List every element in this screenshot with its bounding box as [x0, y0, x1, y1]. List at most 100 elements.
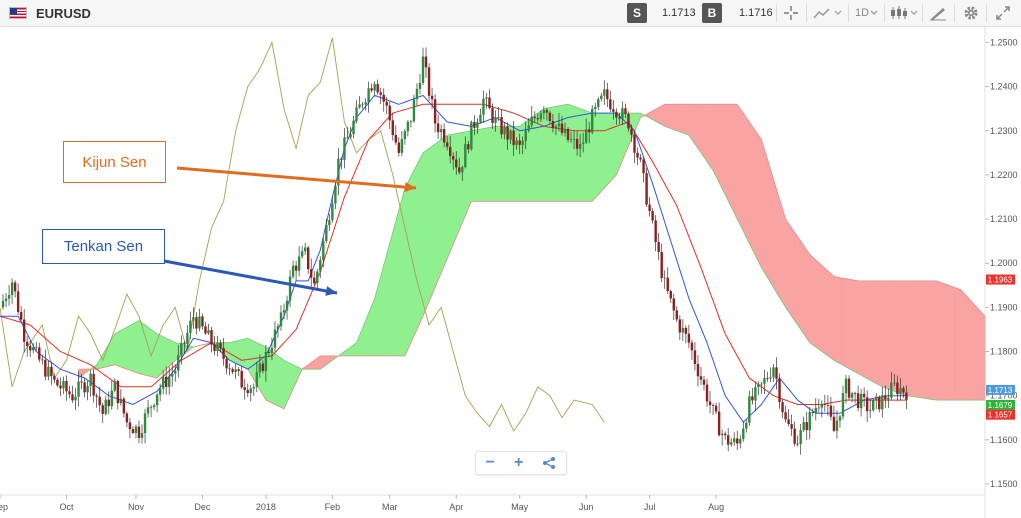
candle: [322, 237, 325, 267]
sell-price[interactable]: 1.1713: [662, 7, 696, 19]
toolbar-divider: [848, 4, 849, 22]
candle-body: [107, 399, 110, 407]
candle: [385, 96, 388, 115]
candle: [7, 285, 11, 306]
candle-body: [16, 291, 20, 313]
candle: [488, 89, 491, 110]
candle: [137, 420, 141, 444]
buy-price[interactable]: 1.1716: [739, 7, 773, 19]
candle: [19, 305, 23, 323]
candle: [503, 121, 506, 140]
candle-body: [306, 247, 310, 270]
draw-icon[interactable]: [926, 0, 950, 26]
chart-type-icon[interactable]: [812, 0, 844, 26]
candle-body: [521, 140, 524, 145]
cloud-segment: [827, 270, 832, 359]
candle: [367, 81, 370, 113]
candle: [705, 378, 709, 407]
candle-body: [799, 430, 802, 445]
share-icon[interactable]: [542, 452, 556, 474]
timeframe-select[interactable]: 1D: [852, 0, 882, 26]
zoom-in-button[interactable]: +: [513, 454, 524, 471]
cloud-segment: [978, 308, 983, 401]
candle-body: [101, 405, 104, 414]
candle: [509, 129, 512, 144]
x-tick-label: Aug: [708, 502, 724, 512]
cloud-segment: [966, 295, 971, 401]
candle: [98, 386, 101, 413]
cloud-segment: [740, 107, 744, 232]
candle: [899, 378, 902, 401]
candle: [225, 355, 228, 375]
candle: [421, 47, 425, 86]
zoom-out-button[interactable]: −: [485, 454, 495, 471]
candle: [687, 324, 691, 348]
cloud-segment: [123, 326, 128, 370]
candle: [198, 308, 201, 332]
crosshair-icon[interactable]: [780, 0, 802, 26]
cloud-segment: [377, 276, 381, 357]
cloud-segment: [891, 280, 895, 392]
candle: [872, 398, 875, 412]
candle-body: [258, 363, 262, 373]
price-tag-label: 1.1657: [988, 411, 1013, 420]
candle-body: [279, 312, 283, 327]
cloud-segment: [854, 280, 859, 375]
candle-body: [672, 298, 675, 311]
cloud-segment: [431, 143, 436, 295]
cloud-segment: [779, 199, 783, 304]
candle: [427, 63, 431, 101]
candles-icon[interactable]: [888, 0, 920, 26]
candle: [285, 295, 289, 320]
candle-body: [488, 97, 491, 108]
sell-button[interactable]: S: [627, 3, 647, 23]
candle: [841, 385, 845, 420]
expand-icon[interactable]: [992, 0, 1014, 26]
candle: [527, 118, 530, 133]
cloud-segment: [277, 355, 282, 408]
candle: [476, 118, 479, 134]
candle-body: [533, 116, 537, 119]
y-tick-label: 1.2100: [990, 214, 1018, 224]
cloud-segment: [954, 287, 959, 401]
cloud-segment: [857, 280, 862, 376]
candle: [343, 127, 346, 169]
buy-button[interactable]: B: [702, 3, 722, 23]
candle-body: [249, 388, 252, 393]
cloud-segment: [655, 107, 659, 124]
candle-body: [77, 381, 80, 397]
cloud-segment: [830, 273, 835, 361]
cloud-segment: [676, 104, 681, 133]
candle-body: [720, 433, 724, 436]
candle-body: [412, 99, 416, 122]
y-tick-label: 1.2200: [990, 170, 1018, 180]
cloud-segment: [866, 280, 871, 381]
candle-body: [654, 220, 657, 243]
cloud-segment: [724, 104, 729, 201]
candle-body: [433, 99, 437, 124]
cloud-segment: [700, 104, 705, 159]
candle-body: [68, 391, 71, 395]
ichimoku-chart[interactable]: 1.2500 1.2400 1.2300 1.2200 1.2100 1.2000 1.19…: [0, 27, 1021, 518]
candle: [805, 411, 808, 441]
candle-body: [168, 376, 171, 387]
candle: [720, 429, 724, 446]
candle: [467, 141, 470, 154]
candle-body: [736, 438, 739, 444]
candle: [279, 305, 283, 331]
candle-body: [25, 341, 29, 347]
candle-body: [708, 401, 712, 406]
candle: [249, 384, 252, 402]
candle: [131, 426, 135, 435]
candle: [355, 100, 358, 124]
cloud-segment: [981, 312, 986, 401]
price-tag: [986, 409, 1015, 420]
candle-body: [745, 422, 748, 429]
candle-body: [210, 330, 213, 345]
candle: [415, 83, 419, 106]
candle-body: [164, 376, 168, 387]
candle-body: [143, 413, 147, 434]
candle-body: [461, 167, 464, 173]
candle: [243, 378, 246, 400]
gear-icon[interactable]: [960, 0, 982, 26]
